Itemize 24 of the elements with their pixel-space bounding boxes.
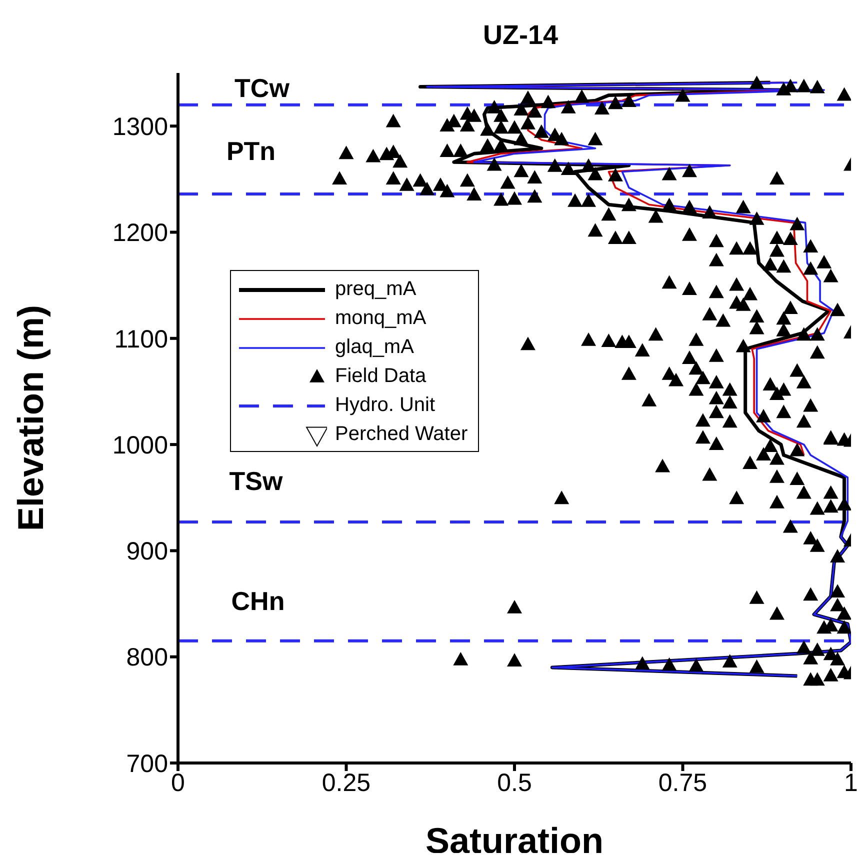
legend-label: Perched Water [335,423,468,446]
legend-label: monq_mA [335,307,426,330]
legend-label: Field Data [335,365,426,388]
y-tick-label: 800 [126,644,168,672]
x-tick-label: 1 [844,768,858,797]
chart-title: UZ-14 [482,19,559,52]
y-tick-label: 900 [126,538,168,566]
legend-label: glaq_mA [335,336,414,359]
legend-label: Hydro. Unit [335,394,436,417]
x-tick-label: 0.75 [658,768,708,797]
annotation: PTn [225,135,277,167]
y-tick-label: 1200 [112,219,168,248]
x-tick-label: 0 [171,768,185,797]
annotation: TSw [228,465,284,497]
x-tick-label: 0.25 [322,768,371,797]
annotation: CHn [230,585,286,617]
y-tick-label: 1300 [112,112,168,141]
legend-label: preq_mA [335,278,416,301]
y-tick-label: 700 [126,750,168,778]
y-axis-title: Elevation (m) [10,304,51,532]
x-tick-label: 0.5 [497,768,532,797]
y-tick-label: 1000 [112,431,168,460]
annotation: TCw [234,72,290,104]
y-tick-label: 1100 [114,325,168,354]
